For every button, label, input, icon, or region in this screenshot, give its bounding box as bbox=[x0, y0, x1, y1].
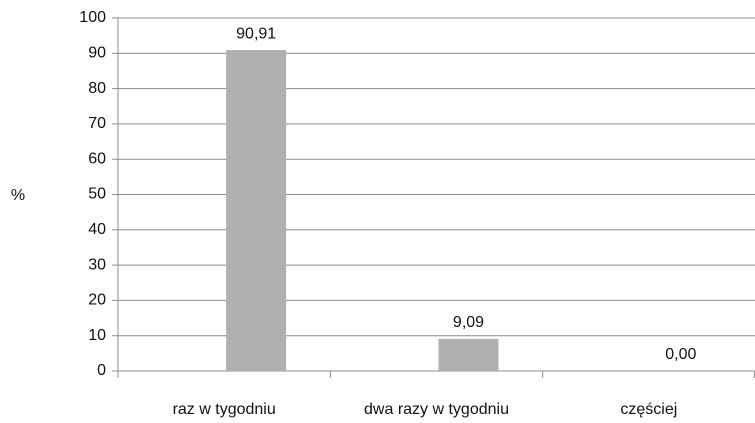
value-label: 9,09 bbox=[453, 314, 484, 331]
x-tick-label: dwa razy w tygodniu bbox=[364, 401, 509, 418]
bar bbox=[226, 50, 287, 371]
y-tick-label: 20 bbox=[88, 292, 106, 309]
y-tick-label: 0 bbox=[97, 362, 106, 379]
x-tick-label: częściej bbox=[620, 401, 677, 418]
y-tick-label: 100 bbox=[79, 9, 106, 26]
value-label: 0,00 bbox=[665, 346, 696, 363]
y-axis-label: % bbox=[11, 187, 25, 204]
y-tick-label: 60 bbox=[88, 150, 106, 167]
bar bbox=[438, 338, 499, 371]
value-label: 90,91 bbox=[236, 25, 276, 42]
y-tick-label: 50 bbox=[88, 186, 106, 203]
x-tick-label: raz w tygodniu bbox=[173, 401, 276, 418]
y-tick-label: 40 bbox=[88, 221, 106, 238]
y-tick-label: 30 bbox=[88, 256, 106, 273]
y-tick-label: 80 bbox=[88, 80, 106, 97]
y-tick-label: 10 bbox=[88, 327, 106, 344]
y-tick-label: 70 bbox=[88, 115, 106, 132]
y-tick-label: 90 bbox=[88, 45, 106, 62]
